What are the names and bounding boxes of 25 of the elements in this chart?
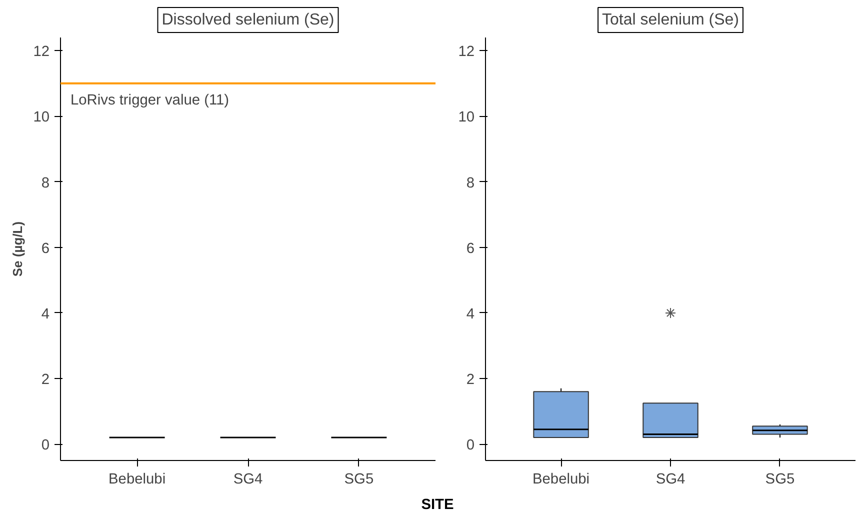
x-tick-label: SG5 [765, 472, 795, 488]
x-tick-label: SG4 [656, 472, 686, 488]
y-tick-label: 8 [466, 175, 475, 192]
chart-title: Dissolved selenium (Se) [162, 12, 334, 28]
y-tick-label: 10 [33, 110, 50, 126]
x-tick-label: Bebelubi [532, 472, 590, 488]
ref-line-label: LoRivs trigger value (11) [70, 92, 230, 108]
y-tick-label: 0 [466, 438, 475, 454]
chart-title: Total selenium (Se) [602, 12, 739, 28]
y-tick-label: 2 [41, 372, 50, 388]
y-tick-label: 12 [458, 44, 475, 60]
y-tick-label: 8 [41, 175, 50, 192]
y-tick-label: 4 [466, 306, 475, 322]
y-axis-title: Se (µg/L) [10, 221, 26, 277]
y-tick-label: 2 [466, 372, 475, 388]
x-tick-label: SG5 [344, 472, 374, 488]
y-tick-label: 6 [41, 240, 50, 257]
x-tick-label: Bebelubi [108, 472, 166, 488]
y-tick-label: 10 [458, 110, 475, 126]
y-tick-label: 12 [33, 44, 50, 60]
x-tick-label: SG4 [233, 472, 263, 488]
y-tick-label: 6 [466, 240, 475, 257]
y-tick-label: 0 [41, 438, 50, 454]
y-tick-label: 4 [41, 306, 50, 322]
x-axis-title: SITE [421, 496, 454, 515]
